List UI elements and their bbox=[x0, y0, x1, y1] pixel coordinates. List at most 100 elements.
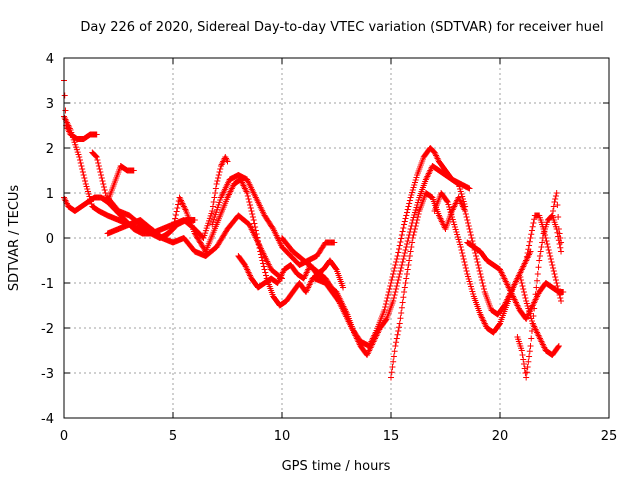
data-point bbox=[394, 331, 401, 338]
data-point bbox=[395, 277, 402, 283]
data-point bbox=[461, 259, 468, 265]
data-point bbox=[459, 250, 466, 256]
data-point bbox=[403, 275, 410, 282]
data-point bbox=[395, 249, 402, 256]
data-point bbox=[256, 245, 263, 251]
data-point bbox=[538, 244, 545, 250]
data-point bbox=[532, 291, 539, 298]
data-point bbox=[395, 246, 402, 252]
data-point bbox=[555, 226, 562, 232]
data-point bbox=[477, 271, 484, 277]
data-point bbox=[479, 280, 486, 286]
data-point bbox=[100, 181, 107, 187]
data-point bbox=[529, 320, 536, 327]
data-point bbox=[387, 283, 394, 289]
data-point bbox=[391, 348, 398, 355]
data-point bbox=[383, 298, 390, 304]
data-point bbox=[98, 175, 105, 181]
data-point bbox=[215, 172, 222, 178]
data-point bbox=[102, 190, 109, 196]
data-point bbox=[409, 235, 416, 241]
data-point bbox=[78, 163, 85, 169]
data-point bbox=[533, 284, 540, 291]
data-point bbox=[257, 248, 264, 255]
data-point bbox=[400, 225, 407, 231]
data-point bbox=[260, 260, 267, 267]
y-tick-label: -1 bbox=[41, 277, 54, 292]
x-tick-label: 5 bbox=[169, 429, 177, 444]
data-point bbox=[410, 232, 417, 238]
data-point bbox=[393, 335, 400, 342]
data-point bbox=[516, 271, 523, 277]
series-track-13 bbox=[431, 190, 562, 358]
data-point bbox=[523, 253, 530, 260]
data-point bbox=[400, 294, 407, 301]
data-point bbox=[496, 321, 503, 328]
data-point bbox=[250, 217, 257, 223]
series-track-12 bbox=[388, 190, 534, 381]
data-point bbox=[261, 266, 268, 273]
data-point bbox=[518, 347, 525, 354]
data-point bbox=[402, 247, 409, 253]
x-tick-label: 10 bbox=[274, 429, 291, 444]
data-point bbox=[401, 250, 408, 256]
data-point bbox=[382, 317, 389, 323]
series-track-7 bbox=[209, 172, 338, 268]
data-point bbox=[399, 259, 406, 265]
data-point bbox=[474, 259, 481, 265]
data-point bbox=[391, 265, 398, 271]
data-point bbox=[76, 157, 83, 163]
data-point bbox=[99, 178, 106, 184]
data-point bbox=[462, 211, 469, 217]
data-point bbox=[544, 241, 551, 247]
data-point bbox=[61, 92, 68, 99]
data-point bbox=[481, 286, 488, 292]
x-tick-label: 20 bbox=[492, 429, 509, 444]
data-point bbox=[553, 280, 560, 286]
y-axis-label: SDTVAR / TECUs bbox=[7, 185, 22, 292]
data-point bbox=[391, 292, 398, 298]
data-point bbox=[403, 244, 410, 250]
data-point bbox=[406, 257, 413, 264]
data-point bbox=[406, 197, 413, 204]
data-point bbox=[397, 315, 404, 322]
data-point bbox=[390, 298, 397, 304]
data-point bbox=[558, 248, 565, 255]
data-point bbox=[98, 172, 105, 178]
data-point bbox=[393, 339, 400, 346]
data-point bbox=[401, 221, 408, 228]
data-point bbox=[537, 248, 544, 255]
data-point bbox=[171, 219, 178, 225]
y-tick-label: 1 bbox=[46, 187, 54, 202]
data-point bbox=[462, 208, 469, 214]
data-point bbox=[393, 283, 400, 289]
data-point bbox=[80, 172, 87, 178]
data-point bbox=[259, 257, 266, 264]
data-point bbox=[214, 178, 221, 184]
data-point bbox=[385, 292, 392, 298]
data-point bbox=[130, 167, 137, 174]
data-point bbox=[518, 280, 525, 286]
data-point bbox=[398, 232, 405, 238]
data-point bbox=[390, 271, 397, 277]
data-point bbox=[402, 215, 409, 222]
data-point bbox=[556, 292, 563, 298]
data-point bbox=[544, 244, 551, 250]
data-point bbox=[478, 274, 485, 280]
data-point bbox=[332, 265, 339, 272]
data-point bbox=[542, 235, 549, 241]
data-point bbox=[386, 286, 393, 292]
data-point bbox=[263, 272, 270, 279]
series-track-11 bbox=[311, 163, 469, 358]
data-point bbox=[212, 185, 219, 192]
series-track-17 bbox=[549, 190, 565, 246]
data-point bbox=[555, 286, 562, 292]
data-point bbox=[393, 286, 400, 292]
data-point bbox=[478, 277, 485, 283]
data-point bbox=[79, 166, 86, 172]
data-point bbox=[395, 274, 402, 280]
data-point bbox=[402, 280, 409, 286]
data-point bbox=[550, 265, 557, 271]
data-point bbox=[174, 205, 181, 211]
